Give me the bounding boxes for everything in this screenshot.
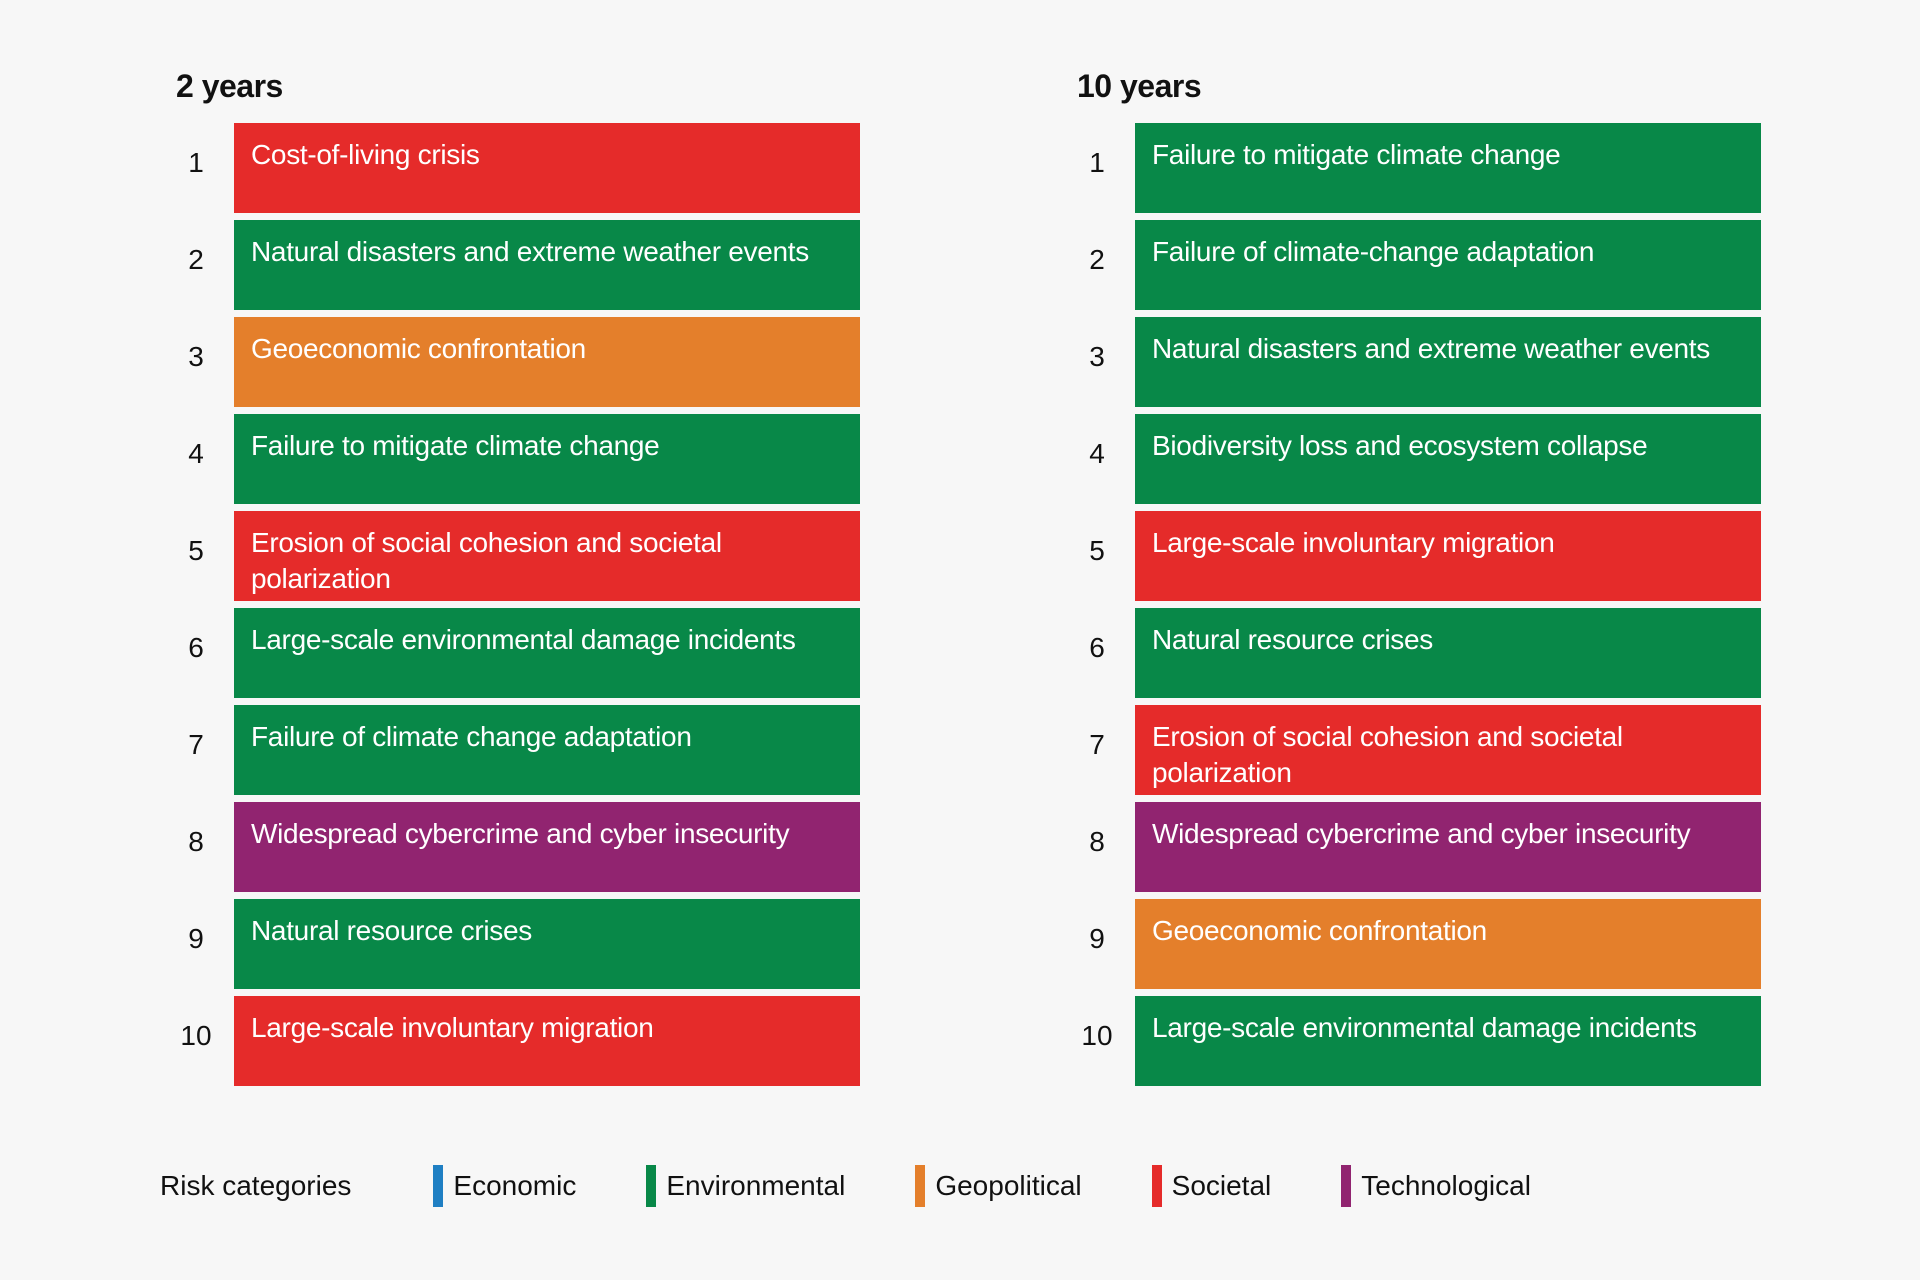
risk-row: 9 Natural resource crises xyxy=(158,899,958,989)
column-title: 2 years xyxy=(176,68,283,104)
risk-bar: Natural resource crises xyxy=(1135,608,1761,698)
risk-row: 3 Natural disasters and extreme weather e… xyxy=(1059,317,1859,407)
risk-bar: Biodiversity loss and ecosystem collapse xyxy=(1135,414,1761,504)
risk-rank: 2 xyxy=(1089,244,1105,275)
risk-rank: 7 xyxy=(1089,729,1105,760)
risk-bar: Large-scale involuntary migration xyxy=(1135,511,1761,601)
legend-item: Environmental xyxy=(646,1165,845,1207)
column-10-years: 10 years 1 Failure to mitigate climate ch… xyxy=(1059,68,1859,1093)
risk-rank: 4 xyxy=(1089,438,1105,469)
risk-bar: Natural resource crises xyxy=(234,899,860,989)
risk-bar: Natural disasters and extreme weather ev… xyxy=(234,220,860,310)
risk-bar: Failure of climate change adaptation xyxy=(234,705,860,795)
risk-rank: 8 xyxy=(1089,826,1105,857)
legend-item: Geopolitical xyxy=(915,1165,1082,1207)
risk-row: 1 Cost-of-living crisis xyxy=(158,123,958,213)
legend-item: Societal xyxy=(1151,1165,1272,1207)
risk-bar: Geoeconomic confrontation xyxy=(1135,899,1761,989)
risk-rank: 10 xyxy=(180,1020,212,1051)
risk-row: 8 Widespread cybercrime and cyber insecur… xyxy=(158,802,958,892)
risk-rank: 2 xyxy=(188,244,204,275)
legend-items: Economic Environmental Geopolitical Societa… xyxy=(433,1165,1601,1207)
legend-label: Technological xyxy=(1361,1170,1531,1201)
risk-list: 1 Cost-of-living crisis 2 Natural disasters… xyxy=(158,123,958,1093)
risk-rank: 1 xyxy=(1089,147,1105,178)
risk-rank: 9 xyxy=(1089,923,1105,954)
risk-row: 4 Biodiversity loss and ecosystem collaps… xyxy=(1059,414,1859,504)
risk-row: 10 Large-scale environmental damage incid… xyxy=(1059,996,1859,1086)
column-title: 10 years xyxy=(1077,68,1202,104)
risk-row: 5 Large-scale involuntary migration xyxy=(1059,511,1859,601)
legend-label: Societal xyxy=(1171,1170,1272,1201)
risk-bar: Erosion of social cohesion and societal … xyxy=(234,511,860,601)
risk-row: 6 Large-scale environmental damage incide… xyxy=(158,608,958,698)
legend-label: Economic xyxy=(453,1170,577,1201)
risk-row: 1 Failure to mitigate climate change xyxy=(1059,123,1859,213)
legend-label: Geopolitical xyxy=(935,1170,1082,1201)
risk-rank: 8 xyxy=(188,826,204,857)
risk-list: 1 Failure to mitigate climate change 2 Fail… xyxy=(1059,123,1859,1093)
risk-row: 8 Widespread cybercrime and cyber insecur… xyxy=(1059,802,1859,892)
risk-row: 7 Erosion of social cohesion and societal… xyxy=(1059,705,1859,795)
risk-row: 2 Natural disasters and extreme weather e… xyxy=(158,220,958,310)
legend-label: Environmental xyxy=(666,1170,846,1201)
risk-bar: Widespread cybercrime and cyber insecuri… xyxy=(1135,802,1761,892)
legend-swatch xyxy=(915,1165,926,1207)
risk-rank: 6 xyxy=(1089,632,1105,663)
legend-item: Technological xyxy=(1341,1165,1531,1207)
risk-row: 10 Large-scale involuntary migration xyxy=(158,996,958,1086)
risk-rank: 5 xyxy=(1089,535,1105,566)
risk-bar: Large-scale involuntary migration xyxy=(234,996,860,1086)
risk-bar: Widespread cybercrime and cyber insecuri… xyxy=(234,802,860,892)
risk-rank: 3 xyxy=(1089,341,1105,372)
risk-row: 3 Geoeconomic confrontation xyxy=(158,317,958,407)
legend-item: Economic xyxy=(433,1165,576,1207)
risk-row: 4 Failure to mitigate climate change xyxy=(158,414,958,504)
risk-rank: 3 xyxy=(188,341,204,372)
risk-row: 7 Failure of climate change adaptation xyxy=(158,705,958,795)
risk-rank: 6 xyxy=(188,632,204,663)
risk-bar: Failure of climate-change adaptation xyxy=(1135,220,1761,310)
risk-bar: Natural disasters and extreme weather ev… xyxy=(1135,317,1761,407)
legend-swatch xyxy=(646,1165,657,1207)
legend-title: Risk categories xyxy=(160,1170,352,1201)
legend-swatch xyxy=(433,1165,444,1207)
legend-swatch xyxy=(1341,1165,1352,1207)
legend: Risk categories Economic Environmental Geo… xyxy=(160,1165,1601,1207)
risk-row: 9 Geoeconomic confrontation xyxy=(1059,899,1859,989)
column-2-years: 2 years 1 Cost-of-living crisis 2 Natural d… xyxy=(158,68,958,1093)
risk-bar: Geoeconomic confrontation xyxy=(234,317,860,407)
risk-bar: Large-scale environmental damage inciden… xyxy=(234,608,860,698)
legend-swatch xyxy=(1151,1165,1162,1207)
risk-row: 2 Failure of climate-change adaptation xyxy=(1059,220,1859,310)
risk-bar: Failure to mitigate climate change xyxy=(1135,123,1761,213)
risk-rank: 4 xyxy=(188,438,204,469)
risk-bar: Cost-of-living crisis xyxy=(234,123,860,213)
risk-bar: Large-scale environmental damage inciden… xyxy=(1135,996,1761,1086)
risk-bar: Erosion of social cohesion and societal … xyxy=(1135,705,1761,795)
risk-rank: 1 xyxy=(188,147,204,178)
risk-row: 5 Erosion of social cohesion and societal… xyxy=(158,511,958,601)
risk-rank: 7 xyxy=(188,729,204,760)
risk-rank: 10 xyxy=(1081,1020,1113,1051)
risk-bar: Failure to mitigate climate change xyxy=(234,414,860,504)
risk-rank: 5 xyxy=(188,535,204,566)
risk-row: 6 Natural resource crises xyxy=(1059,608,1859,698)
risk-rank: 9 xyxy=(188,923,204,954)
